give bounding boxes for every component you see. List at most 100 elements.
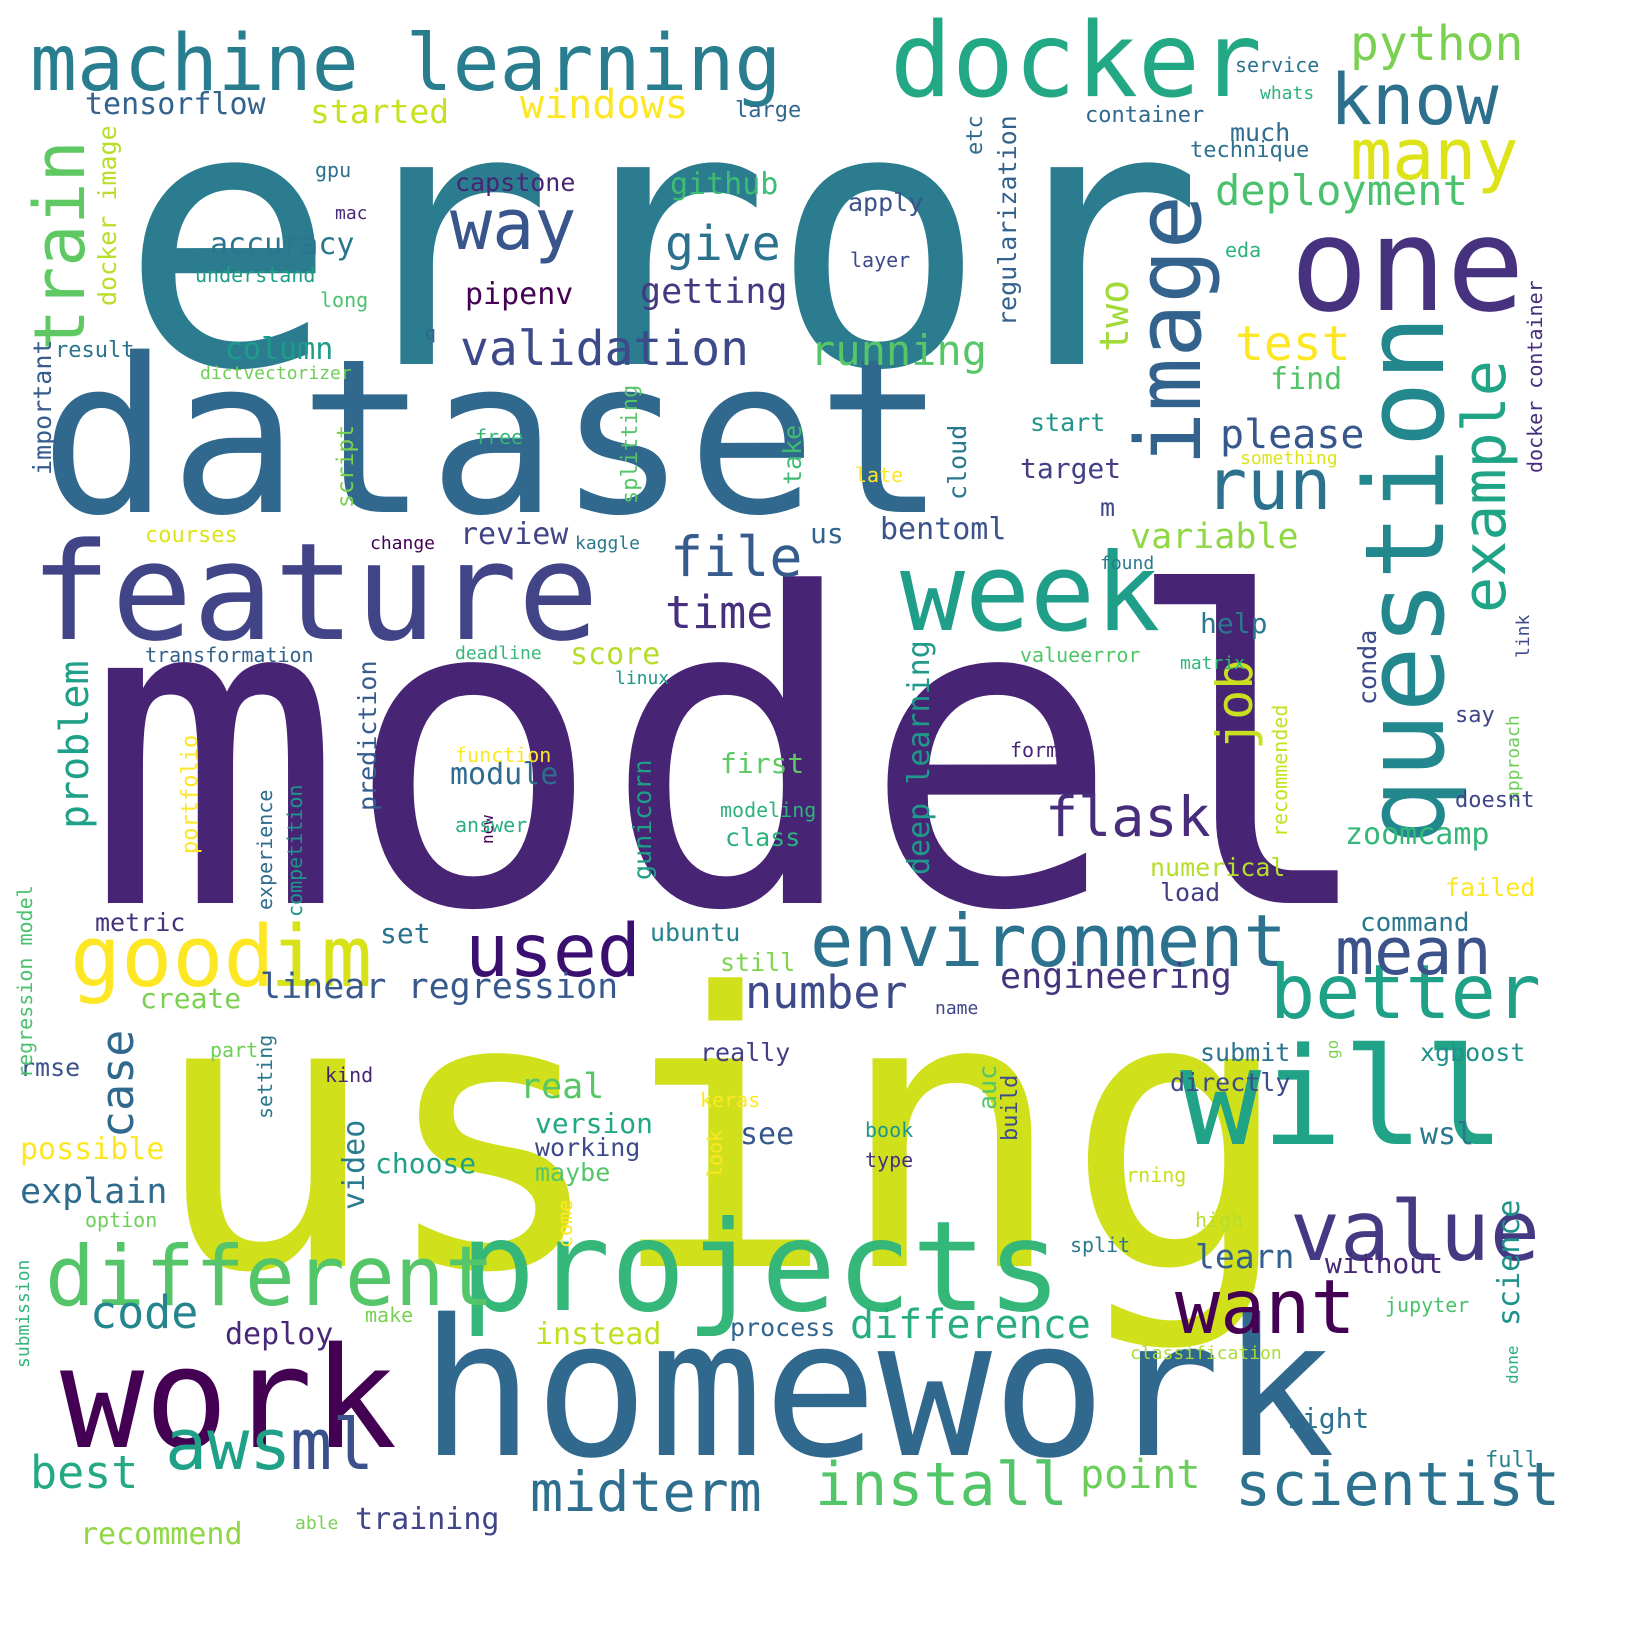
word-directly: directly — [1170, 1068, 1291, 1097]
word-dataset: dataset — [40, 312, 947, 563]
word-explain: explain — [20, 1172, 168, 1212]
word-error: error — [120, 30, 1204, 449]
word-matrix: matrix — [1180, 653, 1246, 674]
word-set: set — [380, 917, 431, 950]
word-docker: docker — [890, 1, 1263, 121]
word-flask: flask — [1045, 785, 1211, 849]
word-kaggle: kaggle — [575, 533, 641, 554]
word-deadline: deadline — [455, 643, 542, 664]
word-submit: submit — [1200, 1038, 1291, 1067]
word-without: without — [1325, 1247, 1444, 1280]
word-ubuntu: ubuntu — [650, 918, 741, 947]
word-deep-learning: deep learning — [902, 640, 937, 875]
word-started: started — [310, 92, 450, 131]
word-review: review — [460, 517, 569, 552]
word-score: score — [570, 637, 661, 672]
word-understand: understand — [195, 263, 316, 287]
word-help: help — [1200, 607, 1268, 640]
word-split: split — [1070, 1233, 1131, 1257]
word-splitting: splitting — [618, 384, 643, 504]
word-working: working — [535, 1133, 641, 1162]
word-aws: aws — [165, 1404, 292, 1486]
word-take: take — [778, 424, 807, 485]
word-command: command — [1360, 908, 1470, 938]
word-file: file — [670, 525, 803, 589]
word-book: book — [865, 1118, 914, 1142]
word-portfolio: portfolio — [178, 734, 203, 854]
word-variable: variable — [1130, 517, 1299, 557]
word-format: format — [1010, 738, 1083, 762]
word-know: know — [1330, 59, 1499, 141]
word-maybe: maybe — [535, 1158, 611, 1187]
word-whats: whats — [1260, 83, 1315, 104]
word-answer: answer — [455, 813, 528, 837]
word-code: code — [90, 1286, 199, 1339]
word-point: point — [1080, 1452, 1201, 1498]
word-recommend: recommend — [80, 1517, 243, 1552]
word-target: target — [1020, 452, 1122, 485]
word-good: good — [70, 908, 275, 1007]
word-learn: learn — [1195, 1237, 1295, 1276]
word-make: make — [365, 1303, 414, 1327]
word-model: model — [85, 505, 1380, 1005]
word-type: type — [865, 1148, 914, 1172]
word-column: column — [225, 332, 334, 367]
word-rmse: rmse — [20, 1053, 81, 1082]
word-run: run — [1205, 444, 1332, 526]
word-train: train — [19, 140, 101, 351]
word-work: work — [60, 1318, 398, 1481]
word-problem: problem — [52, 660, 98, 829]
word-come: come — [553, 1199, 577, 1248]
word-github: github — [670, 167, 779, 202]
word-kind: kind — [325, 1063, 374, 1087]
word-want: want — [1175, 1263, 1356, 1351]
word-free: free — [475, 425, 524, 449]
word-late: late — [855, 463, 904, 487]
word-best: best — [30, 1446, 139, 1499]
word-version: version — [535, 1107, 654, 1140]
word-classification: classification — [1130, 1343, 1282, 1364]
word-regression-model: regression model — [13, 885, 37, 1078]
word-zoomcamp: zoomcamp — [1345, 817, 1490, 852]
word-doesnt: doesnt — [1455, 788, 1535, 813]
word-container: container — [1085, 103, 1205, 128]
word-instead: instead — [535, 1317, 662, 1352]
word-feature: feature — [30, 514, 599, 671]
word-something: something — [1240, 448, 1338, 469]
word-ml: ml — [290, 1404, 375, 1486]
word-find: find — [1270, 362, 1343, 397]
word-done: done — [1503, 1345, 1522, 1384]
word-large: large — [735, 98, 802, 123]
word-link: link — [1513, 614, 1534, 658]
word-training: training — [355, 1502, 500, 1537]
word-windows: windows — [520, 82, 689, 128]
word-layer: layer — [850, 248, 911, 272]
word-high: high — [1195, 1208, 1244, 1232]
word-numerical: numerical — [1150, 853, 1286, 882]
word-option: option — [85, 1208, 158, 1232]
word-image: image — [1117, 195, 1222, 466]
word-xgboost: xgboost — [1420, 1038, 1526, 1067]
word-way: way — [450, 184, 577, 266]
word-deploy: deploy — [225, 1317, 334, 1352]
word-midterm: midterm — [530, 1460, 762, 1524]
word-environment: environment — [810, 899, 1287, 983]
word-experience: experience — [253, 789, 277, 910]
word-still: still — [720, 948, 796, 977]
word-q: q — [425, 323, 436, 344]
word-video: video — [337, 1119, 372, 1210]
word-really: really — [700, 1038, 791, 1067]
word-create: create — [140, 982, 242, 1015]
word-module: module — [450, 757, 559, 792]
word-engineering: engineering — [1000, 957, 1232, 997]
word-projects: projects — [460, 1195, 1063, 1340]
word-technique: technique — [1190, 138, 1310, 163]
word-result: result — [55, 338, 135, 363]
word-docker-image: docker image — [93, 125, 122, 306]
word-long: long — [320, 288, 369, 312]
word-us: us — [810, 517, 844, 550]
word-name: name — [935, 998, 979, 1019]
word-apply: apply — [848, 188, 924, 217]
word-time: time — [665, 586, 774, 639]
word-eda: eda — [1225, 238, 1262, 262]
